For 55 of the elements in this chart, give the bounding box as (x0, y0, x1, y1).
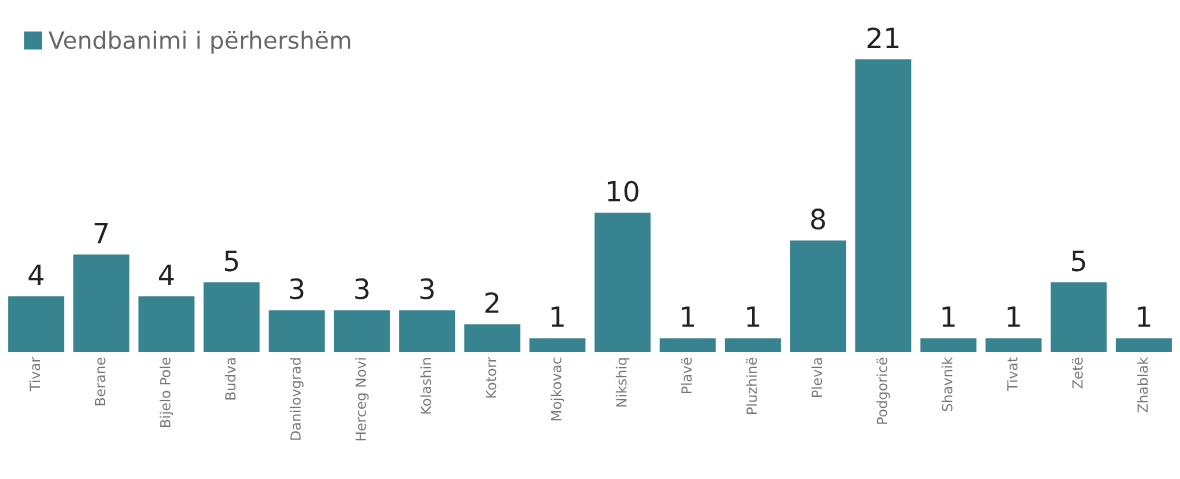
data-label: 7 (94, 222, 108, 244)
bar (855, 59, 912, 353)
x-tick-label: Kotorr (485, 356, 497, 398)
bar (138, 296, 195, 353)
bar (399, 310, 456, 353)
data-label: 1 (1007, 306, 1020, 327)
data-label: 2 (485, 292, 499, 313)
data-label: 21 (867, 27, 899, 49)
x-tick-label: Budva (224, 358, 236, 400)
data-label: 3 (355, 278, 369, 300)
bar (8, 296, 65, 353)
legend-label: Vendbanimi i përhershëm (48, 30, 351, 54)
x-tick-label: Berane (94, 357, 106, 406)
x-tick-label: Herceg Novi (355, 358, 369, 441)
data-label: 1 (747, 306, 760, 327)
x-tick-label: Tivat (1006, 357, 1018, 392)
data-label: 10 (607, 180, 639, 202)
x-tick-label: Nikshiq (615, 358, 630, 407)
data-label: 5 (224, 250, 239, 272)
bar (464, 324, 521, 353)
bar (73, 254, 130, 353)
bar (203, 282, 260, 353)
x-tick-label: Zetë (1072, 357, 1083, 389)
bar (985, 338, 1042, 353)
x-tick-label: Mojkovac (550, 357, 565, 421)
x-tick-label: Kolashin (420, 358, 432, 414)
x-tick-label: Tivar (29, 356, 41, 392)
bar (268, 310, 325, 353)
data-label: 1 (942, 306, 955, 327)
x-tick-label: Shavnik (941, 356, 953, 412)
bar (333, 310, 390, 353)
data-label: 4 (158, 264, 174, 285)
data-label: 5 (1072, 250, 1086, 272)
bar (594, 212, 651, 353)
data-label: 4 (28, 264, 44, 285)
x-tick-label: Zhablak (1137, 356, 1148, 413)
data-label: 1 (551, 306, 564, 327)
bar (1050, 282, 1107, 353)
data-label: 3 (420, 278, 434, 300)
x-tick-label: Pluzhinë (746, 357, 757, 414)
x-tick-label: Bijelo Pole (159, 357, 174, 427)
x-tick-label: Danilovgrad (290, 358, 304, 440)
data-label: 3 (290, 278, 304, 300)
x-tick-label: Plevla (811, 358, 823, 397)
bar (659, 338, 716, 353)
bar (1115, 338, 1172, 353)
x-tick-label: Podgoricë (876, 357, 890, 424)
bar (724, 338, 781, 353)
bar (790, 240, 847, 353)
data-label: 8 (811, 208, 825, 230)
data-label: 1 (681, 306, 695, 327)
bar (920, 338, 977, 353)
data-label: 1 (1138, 306, 1151, 327)
bar (529, 338, 586, 353)
x-tick-label: Plavë (681, 357, 692, 394)
